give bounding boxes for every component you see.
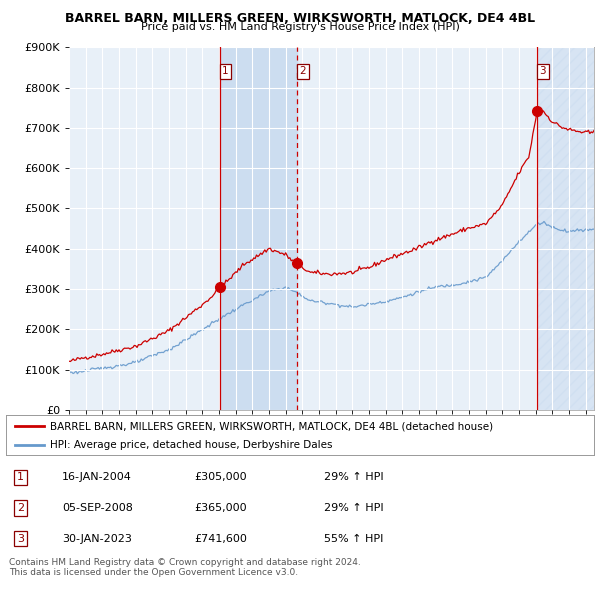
Text: 29% ↑ HPI: 29% ↑ HPI [323, 473, 383, 483]
Bar [220, 47, 297, 410]
Text: 55% ↑ HPI: 55% ↑ HPI [323, 533, 383, 543]
Text: £305,000: £305,000 [194, 473, 247, 483]
Text: Price paid vs. HM Land Registry's House Price Index (HPI): Price paid vs. HM Land Registry's House … [140, 22, 460, 32]
Text: 1: 1 [222, 67, 229, 76]
Text: 2: 2 [299, 67, 306, 76]
Text: 1: 1 [17, 473, 24, 483]
Text: Contains HM Land Registry data © Crown copyright and database right 2024.
This d: Contains HM Land Registry data © Crown c… [9, 558, 361, 577]
Text: 29% ↑ HPI: 29% ↑ HPI [323, 503, 383, 513]
Text: BARREL BARN, MILLERS GREEN, WIRKSWORTH, MATLOCK, DE4 4BL (detached house): BARREL BARN, MILLERS GREEN, WIRKSWORTH, … [50, 421, 493, 431]
Text: 05-SEP-2008: 05-SEP-2008 [62, 503, 133, 513]
Text: 2: 2 [17, 503, 24, 513]
Text: BARREL BARN, MILLERS GREEN, WIRKSWORTH, MATLOCK, DE4 4BL: BARREL BARN, MILLERS GREEN, WIRKSWORTH, … [65, 12, 535, 25]
Text: £365,000: £365,000 [194, 503, 247, 513]
Text: 3: 3 [17, 533, 24, 543]
Bar [537, 47, 594, 410]
Text: 3: 3 [539, 67, 546, 76]
Text: £741,600: £741,600 [194, 533, 247, 543]
Text: HPI: Average price, detached house, Derbyshire Dales: HPI: Average price, detached house, Derb… [50, 441, 332, 450]
Text: 30-JAN-2023: 30-JAN-2023 [62, 533, 132, 543]
Text: 16-JAN-2004: 16-JAN-2004 [62, 473, 132, 483]
